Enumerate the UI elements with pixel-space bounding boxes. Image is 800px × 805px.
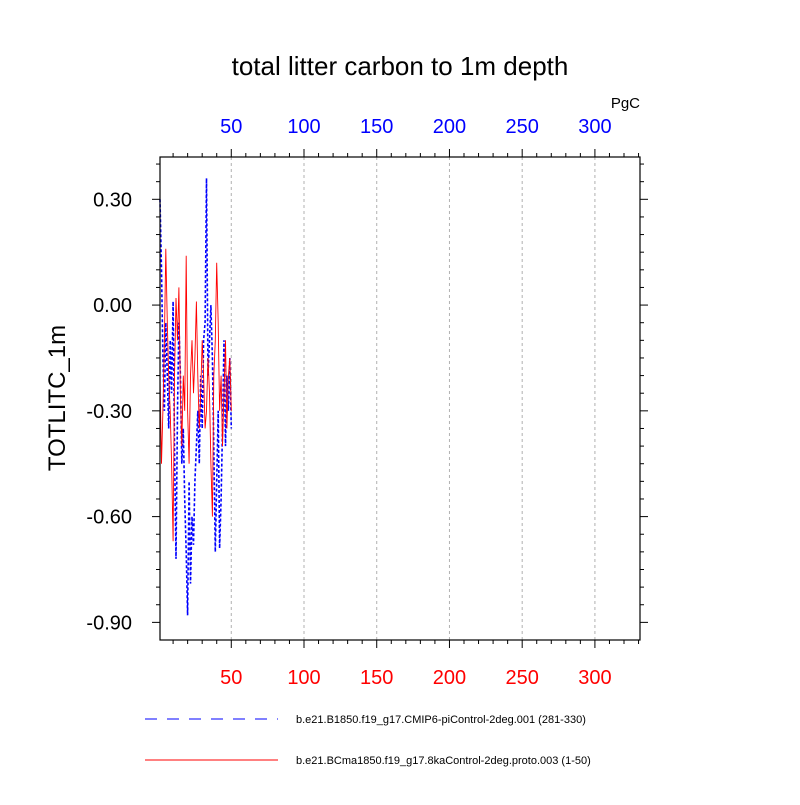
x2-tick-label: 200 xyxy=(433,116,466,138)
x-tick-label: 200 xyxy=(433,667,466,689)
y-tick-label: 0.00 xyxy=(93,295,132,317)
grid-layer xyxy=(230,157,596,640)
y-tick-label: -0.60 xyxy=(86,507,132,529)
y-tick-label: 0.30 xyxy=(93,189,132,211)
legend-label: b.e21.B1850.f19_g17.CMIP6-piControl-2deg… xyxy=(296,714,586,726)
x2-tick-label: 300 xyxy=(578,116,611,138)
legend-label: b.e21.BCma1850.f19_g17.8kaControl-2deg.p… xyxy=(296,755,591,767)
x2-tick-label: 150 xyxy=(360,116,393,138)
plot-frame xyxy=(159,156,641,641)
x-tick-label: 150 xyxy=(360,667,393,689)
series-line-solid xyxy=(159,248,232,542)
x-tick-label: 250 xyxy=(505,667,538,689)
y-axis-label: TOTLITC_1m xyxy=(44,325,71,471)
x-tick-label: 100 xyxy=(287,667,320,689)
x-tick-label: 300 xyxy=(578,667,611,689)
x-tick-label: 50 xyxy=(220,667,242,689)
series-line-dashed xyxy=(159,178,233,616)
x2-tick-label: 100 xyxy=(287,116,320,138)
x2-tick-label: 50 xyxy=(220,116,242,138)
legend: b.e21.B1850.f19_g17.CMIP6-piControl-2deg… xyxy=(145,714,591,767)
series-layer xyxy=(159,178,233,616)
y-tick-label: -0.30 xyxy=(86,401,132,423)
y-tick-label: -0.90 xyxy=(86,612,132,634)
chart-title: total litter carbon to 1m depth xyxy=(232,51,569,81)
units-label: PgC xyxy=(611,95,640,112)
tick-layer: 50 100 150 200 250 300 50 100 150 200 250 300 0.30 0.… xyxy=(86,116,648,689)
x2-tick-label: 250 xyxy=(505,116,538,138)
